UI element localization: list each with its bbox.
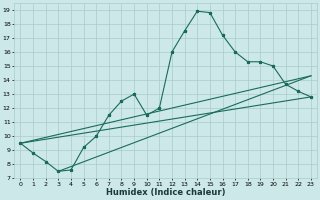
X-axis label: Humidex (Indice chaleur): Humidex (Indice chaleur) — [106, 188, 225, 197]
